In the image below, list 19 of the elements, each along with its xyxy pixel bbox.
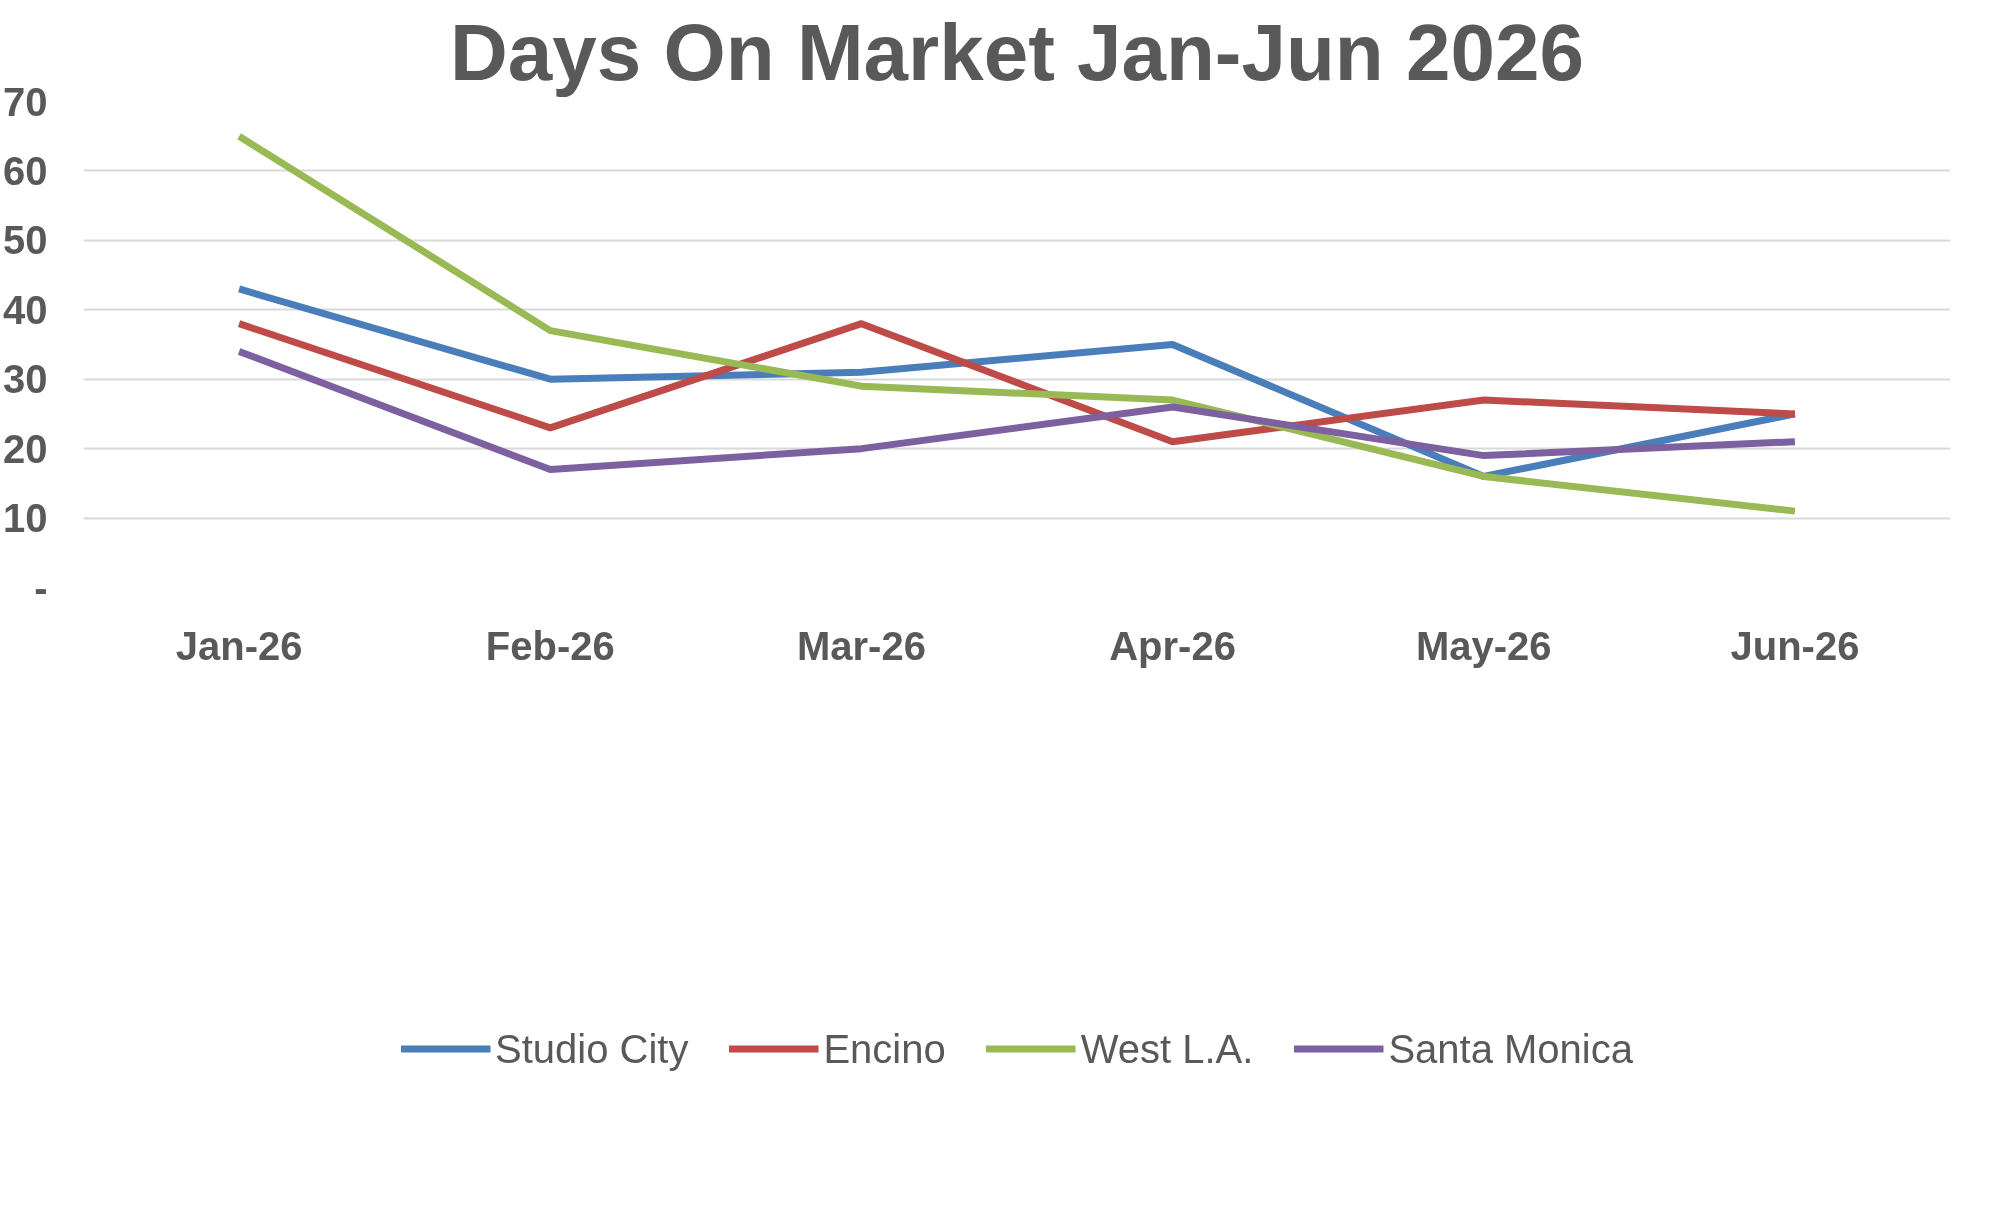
legend-label: Santa Monica — [1388, 1026, 1633, 1072]
x-tick-label: Apr-26 — [1109, 623, 1236, 668]
y-tick-label: 20 — [3, 426, 48, 471]
y-tick-label: 40 — [3, 287, 48, 332]
y-tick-label: 30 — [3, 357, 48, 402]
legend-label: Studio City — [495, 1026, 689, 1072]
y-tick-label: 50 — [3, 218, 48, 263]
y-tick-label: - — [34, 565, 48, 610]
x-tick-label: Mar-26 — [796, 623, 926, 668]
y-tick-label: 10 — [3, 496, 48, 541]
x-tick-label: Jan-26 — [175, 623, 303, 668]
x-tick-label: Feb-26 — [485, 623, 615, 668]
y-tick-label: 70 — [3, 79, 48, 124]
y-tick-label: 60 — [3, 148, 48, 193]
chart-title: Days On Market Jan-Jun 2026 — [450, 7, 1584, 97]
x-tick-label: May-26 — [1415, 623, 1552, 668]
legend-label: West L.A. — [1080, 1026, 1254, 1072]
x-tick-label: Jun-26 — [1730, 623, 1860, 668]
legend-label: Encino — [823, 1026, 946, 1072]
